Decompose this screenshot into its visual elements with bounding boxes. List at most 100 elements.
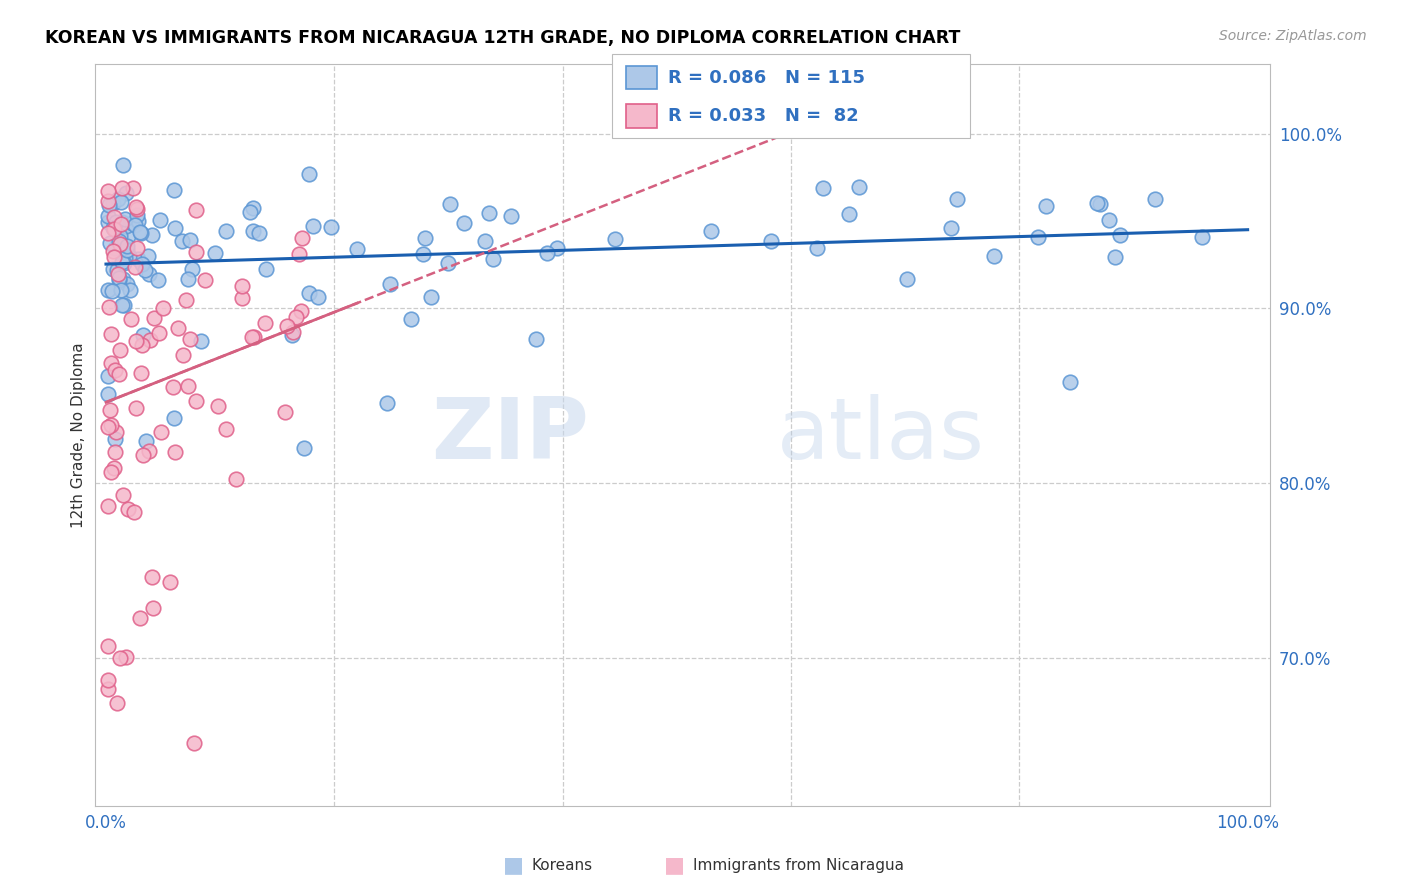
Point: [186, 202, 208, 217]
Point: [307, 290, 329, 304]
Point: [806, 241, 828, 255]
Point: [127, 241, 149, 255]
Point: [125, 200, 148, 214]
Point: [138, 443, 160, 458]
Point: [276, 318, 298, 333]
Point: [104, 215, 127, 229]
Point: [848, 179, 870, 194]
Point: [97, 420, 120, 434]
Text: ■: ■: [503, 855, 523, 875]
Point: [180, 261, 202, 276]
Text: Source: ZipAtlas.com: Source: ZipAtlas.com: [1219, 29, 1367, 43]
Point: [253, 316, 276, 330]
Point: [125, 208, 148, 222]
Point: [131, 257, 153, 271]
Point: [101, 221, 124, 235]
Point: [104, 432, 127, 446]
Point: [136, 249, 159, 263]
Point: [100, 285, 122, 299]
Point: [162, 411, 184, 425]
Point: [101, 195, 124, 210]
Point: [177, 378, 200, 392]
Point: [207, 399, 229, 413]
Point: [105, 696, 128, 710]
Point: [204, 246, 226, 260]
Point: [135, 434, 157, 448]
Point: [225, 472, 247, 486]
Point: [122, 505, 145, 519]
Point: [105, 263, 128, 277]
Point: [125, 401, 148, 415]
Point: [108, 229, 131, 244]
Point: [108, 236, 131, 251]
Point: [97, 640, 120, 654]
Text: atlas: atlas: [776, 393, 984, 476]
Point: [111, 298, 134, 312]
Point: [215, 422, 238, 436]
Point: [159, 575, 181, 590]
Point: [97, 283, 120, 297]
Text: Immigrants from Nicaragua: Immigrants from Nicaragua: [693, 858, 904, 872]
Point: [120, 312, 142, 326]
Point: [983, 248, 1005, 262]
Point: [399, 311, 422, 326]
Point: [284, 310, 307, 324]
Point: [148, 326, 170, 340]
Point: [127, 214, 149, 228]
Point: [142, 600, 165, 615]
Point: [481, 252, 503, 267]
Point: [242, 224, 264, 238]
Point: [291, 231, 314, 245]
Point: [107, 368, 129, 382]
Point: [1026, 230, 1049, 244]
Point: [281, 328, 304, 343]
Point: [536, 246, 558, 260]
Point: [163, 183, 186, 197]
Point: [319, 219, 342, 234]
Point: [97, 682, 120, 697]
Point: [112, 272, 135, 286]
Point: [97, 184, 120, 198]
Point: [107, 267, 129, 281]
Text: ■: ■: [665, 855, 685, 875]
Point: [141, 570, 163, 584]
Point: [103, 461, 125, 475]
Point: [1085, 195, 1108, 210]
Point: [97, 673, 120, 687]
Point: [546, 241, 568, 255]
Point: [134, 263, 156, 277]
Point: [108, 235, 131, 249]
Point: [700, 224, 723, 238]
Point: [166, 321, 188, 335]
Point: [190, 334, 212, 349]
Point: [603, 232, 626, 246]
Point: [111, 215, 134, 229]
Y-axis label: 12th Grade, No Diploma: 12th Grade, No Diploma: [72, 343, 86, 528]
Point: [127, 202, 149, 217]
Point: [499, 209, 522, 223]
Point: [97, 368, 120, 383]
Point: [1109, 227, 1132, 242]
Point: [129, 366, 152, 380]
Point: [292, 441, 315, 455]
Point: [131, 338, 153, 352]
Point: [179, 232, 201, 246]
Point: [146, 273, 169, 287]
Point: [172, 234, 194, 248]
Text: R = 0.033   N =  82: R = 0.033 N = 82: [668, 107, 859, 125]
Point: [97, 209, 120, 223]
Point: [759, 234, 782, 248]
Point: [114, 212, 136, 227]
Point: [439, 197, 461, 211]
Point: [112, 256, 135, 270]
Point: [183, 736, 205, 750]
Point: [142, 310, 165, 325]
Point: [254, 262, 277, 277]
Point: [120, 283, 142, 297]
Point: [132, 448, 155, 462]
Point: [1104, 250, 1126, 264]
Point: [290, 304, 312, 318]
Point: [1088, 196, 1111, 211]
Point: [112, 158, 135, 172]
Point: [149, 213, 172, 227]
